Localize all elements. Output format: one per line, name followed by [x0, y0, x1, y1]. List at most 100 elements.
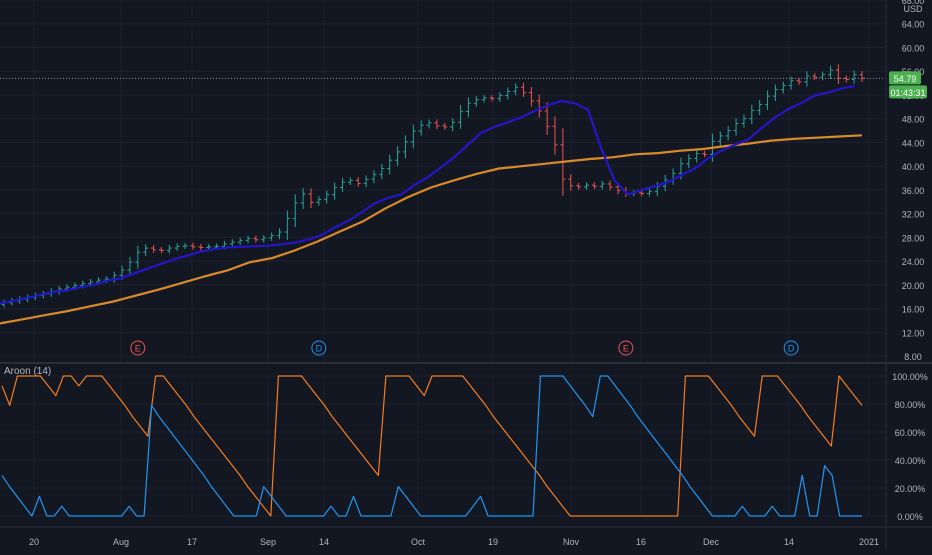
- ohlc-bar: [639, 190, 645, 197]
- ohlc-bar: [284, 210, 290, 240]
- ohlc-bar: [174, 243, 180, 251]
- ohlc-bar: [458, 104, 464, 129]
- dividend-event-marker: [311, 340, 327, 356]
- ohlc-bar: [434, 119, 440, 130]
- price-tick-label: 8.00: [904, 352, 922, 362]
- aroon-tick-label: 100.00%: [892, 372, 928, 382]
- aroon-tick-label: 0.00%: [897, 512, 923, 522]
- aroon-tick-label: 20.00%: [895, 484, 926, 494]
- ohlc-bar: [481, 95, 487, 103]
- price-tick-label: 20.00: [902, 281, 925, 291]
- ohlc-bar: [528, 86, 534, 107]
- aroon-tick-label: 60.00%: [895, 428, 926, 438]
- aroon-tick-label: 80.00%: [895, 400, 926, 410]
- ohlc-bar: [749, 104, 755, 125]
- time-tick-label: Oct: [411, 537, 426, 547]
- ohlc-bar: [190, 242, 196, 250]
- price-tick-label: 64.00: [902, 20, 925, 30]
- ohlc-bar: [780, 81, 786, 94]
- ohlc-bar: [505, 87, 511, 100]
- ohlc-bar: [308, 188, 314, 208]
- ohlc-bar: [198, 244, 204, 251]
- time-tick-label: Nov: [563, 537, 580, 547]
- time-tick-label: Dec: [703, 537, 720, 547]
- ohlc-bar: [316, 196, 322, 206]
- ohlc-bar: [741, 114, 747, 128]
- earnings-event-letter: E: [623, 344, 629, 354]
- price-tick-label: 28.00: [902, 233, 925, 243]
- price-tick-label: 12.00: [902, 328, 925, 338]
- ohlc-bar: [450, 118, 456, 132]
- ohlc-bar: [339, 177, 345, 192]
- ohlc-bar: [347, 177, 353, 186]
- ohlc-bar: [765, 90, 771, 111]
- last-price-value: 54.79: [894, 74, 917, 84]
- ohlc-bar: [363, 175, 369, 188]
- ohlc-bar: [355, 177, 361, 187]
- slow-moving-average-line: [0, 134, 863, 325]
- dividend-event-letter: D: [788, 344, 795, 354]
- time-tick-label: 17: [187, 537, 197, 547]
- ohlc-bar: [607, 180, 613, 191]
- ohlc-bar: [796, 77, 802, 85]
- aroon-down-line: [1, 375, 862, 517]
- ohlc-bar: [402, 135, 408, 159]
- last-price-badge: [889, 71, 921, 85]
- time-tick-label: 19: [488, 537, 498, 547]
- ohlc-bar: [395, 146, 401, 166]
- time-tick-label: Sep: [260, 537, 276, 547]
- time-tick-label: 20: [29, 537, 39, 547]
- ohlc-bar: [387, 154, 393, 175]
- currency-label: USD: [903, 4, 923, 14]
- ohlc-bar: [772, 84, 778, 102]
- ohlc-bar: [568, 174, 574, 191]
- ohlc-bar: [253, 235, 259, 243]
- ohlc-bar: [804, 71, 810, 87]
- ohlc-bar: [292, 194, 298, 228]
- earnings-event-letter: E: [135, 344, 141, 354]
- time-tick-label: 16: [636, 537, 646, 547]
- ohlc-bar: [379, 163, 385, 180]
- ohlc-bar: [591, 182, 597, 190]
- price-tick-label: 36.00: [902, 186, 925, 196]
- aroon-title: Aroon (14): [4, 366, 51, 377]
- ohlc-bar: [686, 154, 692, 169]
- ohlc-bar: [489, 95, 495, 102]
- ohlc-bar: [599, 180, 605, 190]
- price-tick-label: 44.00: [902, 138, 925, 148]
- ohlc-bar: [828, 65, 834, 79]
- ohlc-bar: [583, 182, 589, 190]
- ohlc-bar: [702, 150, 708, 158]
- ohlc-bar: [465, 97, 471, 118]
- ohlc-bar: [497, 92, 503, 102]
- ohlc-bar: [717, 131, 723, 146]
- ohlc-bar: [725, 126, 731, 141]
- ohlc-bar: [371, 170, 377, 184]
- ohlc-bar: [166, 244, 172, 254]
- price-tick-label: 48.00: [902, 115, 925, 125]
- ohlc-bar: [576, 182, 582, 190]
- ohlc-bar: [261, 235, 267, 243]
- time-axis: 20 Aug 17 Sep 14 Oct 19 Nov 16 Dec 14 2021: [29, 0, 879, 547]
- ohlc-bar: [229, 239, 235, 247]
- ohlc-bar: [646, 188, 652, 197]
- ohlc-bar: [473, 96, 479, 107]
- earnings-event-marker: [130, 340, 146, 356]
- ohlc-bar: [513, 83, 519, 96]
- ohlc-bar: [269, 232, 275, 242]
- bar-countdown: 01:43:31: [890, 88, 925, 98]
- ohlc-bar: [536, 94, 542, 118]
- countdown-badge: [889, 85, 927, 99]
- ohlc-bar: [812, 73, 818, 80]
- ohlc-bar: [158, 246, 164, 254]
- ohlc-bar: [143, 244, 149, 257]
- ohlc-bar: [851, 70, 857, 84]
- ohlc-bar: [300, 188, 306, 209]
- price-tick-label: 40.00: [902, 162, 925, 172]
- ohlc-bar: [237, 237, 243, 246]
- ohlc-bar: [733, 118, 739, 136]
- price-tick-label: 24.00: [902, 257, 925, 267]
- ohlc-bar: [418, 120, 424, 136]
